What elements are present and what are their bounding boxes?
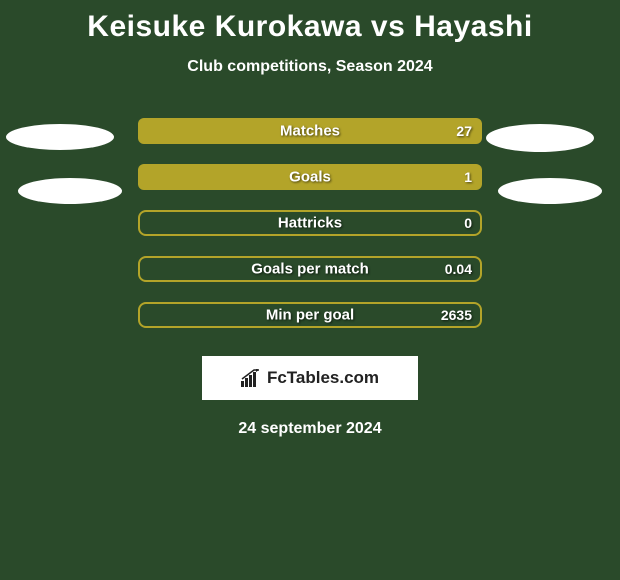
placeholder-ellipse	[6, 124, 114, 150]
chart-icon	[241, 369, 263, 387]
bar-value: 0.04	[445, 261, 472, 277]
date-line: 24 september 2024	[0, 420, 620, 438]
bar-row-goals-per-match: Goals per match 0.04	[138, 256, 482, 282]
bar-label: Min per goal	[266, 307, 354, 324]
bar-label: Goals per match	[251, 261, 369, 278]
fctables-logo[interactable]: FcTables.com	[202, 356, 418, 400]
bar-value: 0	[464, 215, 472, 231]
bar-row-matches: Matches 27	[138, 118, 482, 144]
bar-value: 1	[464, 169, 472, 185]
bar-label: Goals	[289, 169, 331, 186]
bar-value: 27	[456, 123, 472, 139]
bar-row-hattricks: Hattricks 0	[138, 210, 482, 236]
bar-row-min-per-goal: Min per goal 2635	[138, 302, 482, 328]
bar-value: 2635	[441, 307, 472, 323]
page-title: Keisuke Kurokawa vs Hayashi	[0, 0, 620, 44]
placeholder-ellipse	[18, 178, 122, 204]
bar-label: Matches	[280, 123, 340, 140]
bar-label: Hattricks	[278, 215, 342, 232]
placeholder-ellipse	[498, 178, 602, 204]
logo-text: FcTables.com	[267, 368, 379, 388]
bar-row-goals: Goals 1	[138, 164, 482, 190]
page-subtitle: Club competitions, Season 2024	[0, 58, 620, 76]
placeholder-ellipse	[486, 124, 594, 152]
